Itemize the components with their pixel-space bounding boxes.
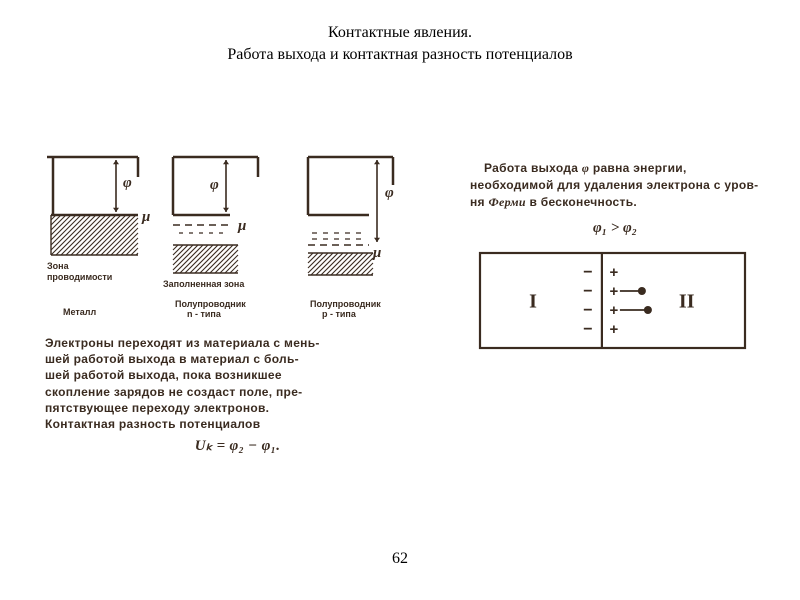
svg-text:n - типа: n - типа <box>187 309 222 319</box>
svg-text:II: II <box>679 291 695 313</box>
content-area: φ μ Зонапроводимости Металл μ φ Заполненная зо… <box>45 155 755 515</box>
svg-text:Полупроводник: Полупроводник <box>175 299 246 309</box>
svg-text:проводимости: проводимости <box>47 272 112 282</box>
svg-text:+: + <box>610 283 619 300</box>
svg-text:−: − <box>583 283 592 300</box>
page-number: 62 <box>392 550 408 568</box>
svg-text:−: − <box>583 302 592 319</box>
svg-text:p - типа: p - типа <box>322 309 357 319</box>
title-line-1: Контактные явления. <box>0 22 800 44</box>
left-body-text-content: Электроны переходят из материала с мень-… <box>45 336 320 431</box>
svg-text:−: − <box>583 321 592 338</box>
svg-text:Зона: Зона <box>47 261 70 271</box>
svg-text:+: + <box>610 321 619 338</box>
svg-text:Заполненная зона: Заполненная зона <box>163 279 245 289</box>
svg-text:μ: μ <box>372 245 381 261</box>
svg-text:μ: μ <box>237 218 246 234</box>
contact-diagram: III−+−+−+−+ <box>470 243 760 373</box>
left-body-text: Электроны переходят из материала с мень-… <box>45 335 430 456</box>
title-block: Контактные явления. Работа выхода и конт… <box>0 0 800 65</box>
contact-potential-formula: Uₖ = φ₂ − φ₁. <box>45 436 430 456</box>
svg-text:Полупроводник: Полупроводник <box>310 299 381 309</box>
energy-band-diagrams: φ μ Зонапроводимости Металл μ φ Заполненная зо… <box>45 155 435 320</box>
svg-text:Металл: Металл <box>63 307 97 317</box>
phi-inequality: φ₁ > φ₂ <box>470 220 760 237</box>
svg-text:φ: φ <box>123 175 132 191</box>
right-body-text: Работа выхода φ равна энергии, необходим… <box>470 160 760 210</box>
svg-text:+: + <box>610 302 619 319</box>
svg-text:+: + <box>610 264 619 281</box>
svg-text:φ: φ <box>385 185 394 201</box>
svg-text:μ: μ <box>141 209 150 225</box>
title-line-2: Работа выхода и контактная разность поте… <box>0 44 800 66</box>
right-figure: Работа выхода φ равна энергии, необходим… <box>470 160 760 480</box>
svg-text:φ: φ <box>210 177 219 193</box>
svg-text:−: − <box>583 264 592 281</box>
left-figure: φ μ Зонапроводимости Металл μ φ Заполненная зо… <box>45 155 435 495</box>
svg-text:I: I <box>529 291 537 313</box>
